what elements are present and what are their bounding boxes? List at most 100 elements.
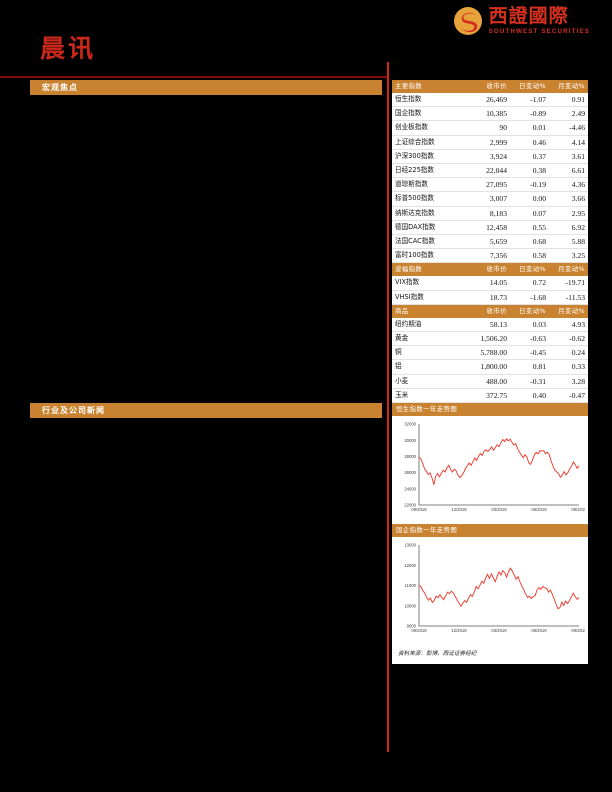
cell-instrument-name: 国企指数 [392,106,466,122]
cell-instrument-name: 德国DAX指数 [392,220,466,236]
table-row: 纳斯达克指数 8,183 0.07 2.95 [392,206,588,221]
table-header-row: 波幅指数 收市价 日变动% 月变动% [392,263,588,277]
col-header-name: 主要指数 [392,80,466,93]
cell-day-change: 0.07 [510,206,549,221]
cell-close-price: 5,659 [466,234,510,250]
cell-close-price: 14.05 [466,276,510,291]
table-row: 日经225指数 22,044 0.38 6.61 [392,163,588,179]
cell-instrument-name: 富时100指数 [392,248,466,264]
cell-day-change: 0.58 [510,248,549,264]
cell-close-price: 7,356 [466,248,510,264]
table-row: 国企指数 10,385 -0.89 2.49 [392,106,588,122]
table-body-major-indices: 恒生指数 26,469 -1.07 0.91 国企指数 10,385 -0.89 2.49 创业… [392,93,588,264]
source-note: 资料来源：彭博、西证证券经纪 [392,642,588,665]
cell-close-price: 27,095 [466,177,510,193]
cell-month-change: 4.36 [549,177,588,193]
table-row: 标普500指数 3,007 0.00 3.66 [392,191,588,207]
cell-day-change: 0.00 [510,191,549,207]
svg-text:09/2018: 09/2018 [411,507,427,512]
chart-canvas-hang-seng: 22000 24000 26000 28000 30000 32000 09/2018 12/… [392,416,588,522]
col-header-month-chg: 月变动% [549,80,588,93]
table-row: 铜 5,788.00 -0.45 0.24 [392,345,588,361]
chart-canvas-hscei: 9000 10000 11000 12000 13000 09/2018 12/2018 03… [392,537,588,643]
cell-day-change: 0.81 [510,359,549,375]
cell-instrument-name: 恒生指数 [392,93,466,108]
cell-close-price: 8,183 [466,206,510,221]
cell-month-change: 3.25 [549,248,588,264]
cell-day-change: -0.45 [510,345,549,361]
svg-text:28000: 28000 [404,454,416,459]
cell-month-change: 0.91 [549,93,588,108]
table-row: 德国DAX指数 12,458 0.55 6.92 [392,220,588,236]
cell-instrument-name: 纽约期油 [392,317,466,333]
cell-month-change: 5.88 [549,234,588,250]
svg-text:26000: 26000 [404,470,416,475]
cell-month-change: 3.66 [549,191,588,207]
svg-text:9000: 9000 [407,624,417,629]
cell-close-price: 12,458 [466,220,510,236]
svg-text:10000: 10000 [404,603,416,608]
cell-close-price: 3,007 [466,191,510,207]
col-header-name: 波幅指数 [392,263,466,277]
cell-instrument-name: 日经225指数 [392,163,466,179]
cell-month-change: 3.61 [549,149,588,165]
cell-month-change: 6.61 [549,163,588,179]
table-header-row: 商品 收市价 日变动% 月变动% [392,304,588,318]
svg-text:12/2018: 12/2018 [451,628,467,633]
cell-instrument-name: 小麦 [392,374,466,389]
cell-close-price: 372.75 [466,388,510,404]
company-logo: 西證國際 SOUTHWEST SECURITIES [453,6,590,36]
chart-hang-seng-1y: 恒生指数一年走势图 22000 24000 26000 28000 30000 32000… [392,403,588,522]
svg-text:12000: 12000 [404,563,416,568]
cell-instrument-name: VIX指数 [392,276,466,291]
table-row: 纽约期油 58.13 0.03 4.93 [392,317,588,333]
svg-text:03/2019: 03/2019 [491,507,507,512]
cell-instrument-name: 铜 [392,345,466,361]
page-header: 西證國際 SOUTHWEST SECURITIES 晨讯 [0,0,612,68]
table-row: 法国CAC指数 5,659 0.68 5.88 [392,234,588,250]
col-header-day-chg: 日变动% [510,80,549,93]
cell-day-change: -0.63 [510,331,549,347]
table-row: 富时100指数 7,356 0.58 3.25 [392,248,588,264]
col-header-close: 收市价 [466,80,510,93]
table-row: 小麦 488.00 -0.31 3.28 [392,374,588,389]
table-row: 道琼斯指数 27,095 -0.19 4.36 [392,177,588,193]
cell-close-price: 26,469 [466,93,510,108]
table-body-commodities: 纽约期油 58.13 0.03 4.93 黄金 1,506.20 -0.63 -0.62 铜 5,… [392,317,588,404]
svg-text:09/2019: 09/2019 [571,507,585,512]
cell-instrument-name: 黄金 [392,331,466,347]
cell-month-change: 4.93 [549,317,588,333]
cell-day-change: 0.38 [510,163,549,179]
table-row: 沪深300指数 3,924 0.37 3.61 [392,149,588,165]
cell-instrument-name: 玉米 [392,388,466,404]
cell-day-change: -1.68 [510,290,549,305]
col-header-close: 收市价 [466,304,510,318]
cell-instrument-name: 纳斯达克指数 [392,206,466,221]
cell-instrument-name: VHSI指数 [392,290,466,305]
col-header-month-chg: 月变动% [549,263,588,277]
cell-month-change: 3.28 [549,374,588,389]
cell-day-change: 0.55 [510,220,549,236]
section-label-industry-company-news: 行业及公司新闻 [42,406,105,415]
cell-day-change: 0.03 [510,317,549,333]
svg-text:30000: 30000 [404,438,416,443]
col-header-month-chg: 月变动% [549,304,588,318]
cell-month-change: -4.46 [549,120,588,136]
section-label-macro-focus: 宏观焦点 [42,83,78,92]
cell-instrument-name: 沪深300指数 [392,149,466,165]
svg-text:13000: 13000 [404,543,416,548]
table-row: VIX指数 14.05 0.72 -19.71 [392,276,588,291]
title-divider-rule [0,76,389,78]
cell-month-change: 6.92 [549,220,588,236]
table-commodities: 商品 收市价 日变动% 月变动% 纽约期油 58.13 0.03 4.93 黄金 1,50… [392,304,588,404]
svg-text:09/2018: 09/2018 [411,628,427,633]
logo-name-cn: 西證國際 [488,4,569,27]
table-row: VHSI指数 18.73 -1.68 -11.53 [392,290,588,305]
chart-title-hang-seng: 恒生指数一年走势图 [392,403,588,417]
logo-text: 西證國際 SOUTHWEST SECURITIES [488,4,590,35]
cell-month-change: -0.62 [549,331,588,347]
table-row: 玉米 372.75 0.40 -0.47 [392,388,588,404]
cell-instrument-name: 创业板指数 [392,120,466,136]
svg-text:22000: 22000 [404,503,416,508]
cell-month-change: 2.95 [549,206,588,221]
